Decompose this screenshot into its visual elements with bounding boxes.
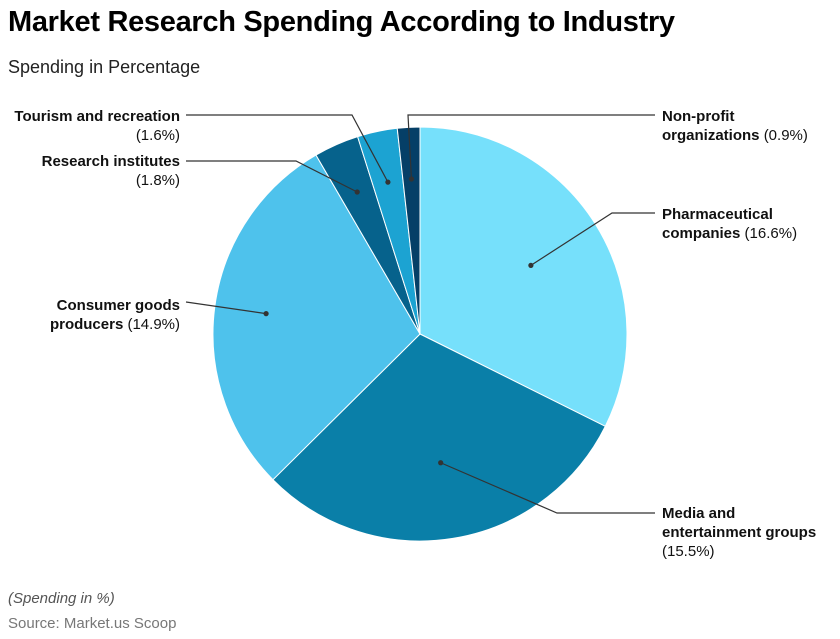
chart-source: Source: Market.us Scoop: [8, 615, 177, 632]
pie-slice-1: [272, 333, 606, 542]
leader-dot-5: [408, 176, 415, 182]
leader-line-2: [185, 301, 267, 315]
label-media: Media and entertainment groups (15.5%): [662, 505, 817, 560]
pie-slice-0: [419, 126, 628, 428]
leader-dot-4: [385, 179, 391, 185]
label-nonprofit: Non-profit organizations (0.9%): [662, 108, 808, 144]
leader-dot-0: [528, 262, 534, 268]
label-tourism: Tourism and recreation (1.6%): [14, 108, 180, 144]
chart-note: (Spending in %): [8, 590, 115, 607]
leader-line-0: [530, 212, 655, 266]
label-consumer: Consumer goods producers (14.9%): [49, 297, 180, 333]
chart-title: Market Research Spending According to In…: [8, 6, 675, 38]
leader-dot-1: [438, 460, 444, 466]
leader-dot-2: [263, 311, 269, 317]
leader-line-1: [440, 462, 655, 514]
leader-line-3: [186, 160, 358, 193]
label-research: Research institutes (1.8%): [41, 153, 180, 189]
leader-dot-3: [354, 189, 360, 195]
chart-subtitle: Spending in Percentage: [8, 57, 201, 77]
leader-line-4: [186, 114, 389, 183]
label-pharma: Pharmaceutical companies (16.6%): [662, 206, 798, 242]
leader-line-5: [407, 114, 655, 180]
pie-slice-2: [212, 154, 421, 481]
